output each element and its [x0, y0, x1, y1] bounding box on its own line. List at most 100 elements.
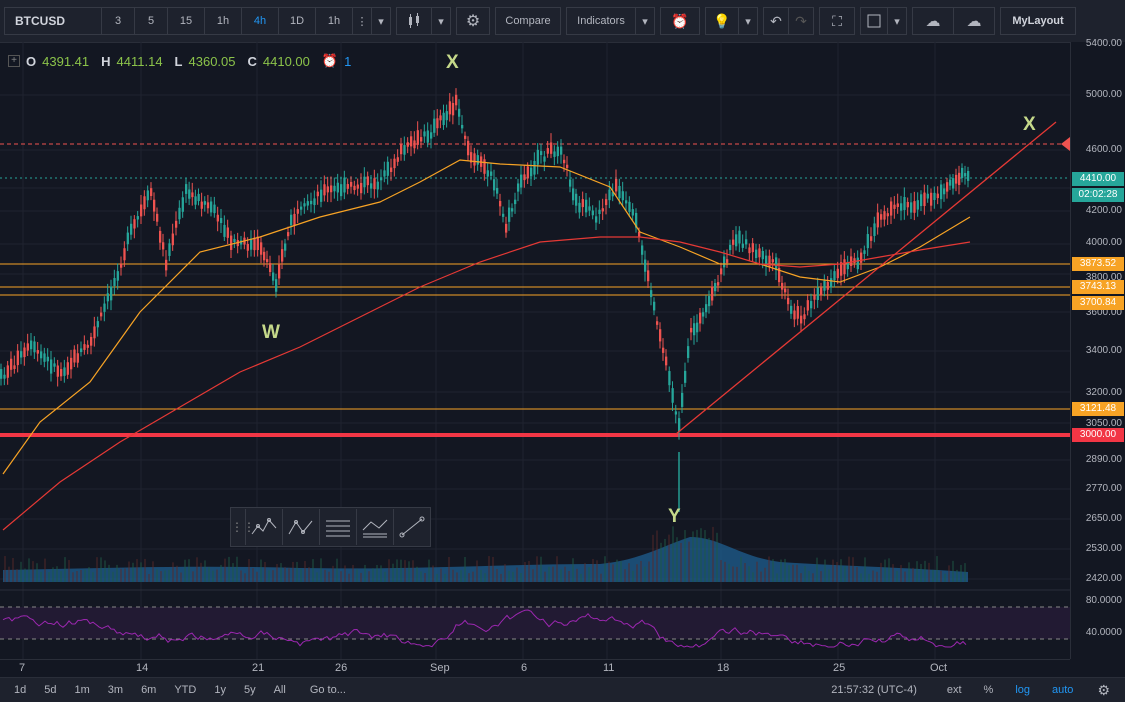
range-5y[interactable]: 5y [243, 684, 256, 696]
range-3m[interactable]: 3m [107, 684, 124, 696]
range-1m[interactable]: 1m [74, 684, 90, 696]
candle-body [958, 172, 961, 185]
price-axis[interactable]: 5400.00 5000.00 4600.00 4200.00 4000.00 … [1070, 38, 1125, 659]
interval-1h[interactable]: 1h [204, 7, 242, 35]
pattern-tool-icon[interactable] [356, 509, 393, 545]
wave-label-x-right[interactable]: X [1023, 114, 1036, 135]
interval-15m[interactable]: 15 [167, 7, 205, 35]
candle-body [306, 201, 309, 206]
candle-body [553, 151, 556, 157]
candle-body [53, 363, 56, 367]
candle-body [803, 314, 806, 320]
candle-body [540, 151, 543, 155]
wave-label-y[interactable]: Y [668, 506, 681, 527]
candle-body [353, 185, 356, 191]
candle-body [650, 290, 653, 298]
candle-body [508, 207, 511, 222]
candle-body [66, 362, 69, 375]
candle-body [796, 306, 799, 319]
candle-body [893, 204, 896, 209]
fullscreen-icon[interactable]: ⛶ [819, 7, 855, 35]
range-5d[interactable]: 5d [44, 684, 57, 696]
horizontal-lines-icon[interactable] [319, 509, 356, 545]
candle-body [269, 263, 272, 273]
goto-button[interactable]: Go to... [309, 684, 346, 696]
auto-toggle[interactable]: auto [1052, 684, 1074, 696]
alarm-icon[interactable]: ⏰ [321, 53, 339, 68]
candle-body [711, 286, 714, 301]
candle-body [133, 219, 136, 229]
settings-gear-icon[interactable]: ⚙ [1097, 681, 1110, 698]
price-chart[interactable] [0, 42, 1070, 659]
trendline-icon[interactable] [393, 509, 430, 545]
wave-label-x-top[interactable]: X [446, 52, 459, 73]
percent-toggle[interactable]: % [983, 684, 994, 696]
candle-body [436, 118, 439, 129]
candle-body [185, 184, 188, 194]
snapshot-icon[interactable] [860, 7, 888, 35]
candle-body [10, 358, 13, 370]
elliott-impulse-icon[interactable] [245, 509, 282, 545]
candle-body [458, 108, 461, 117]
cloud-upload-icon[interactable]: ☁ [953, 7, 995, 35]
high-value: 4411.14 [116, 53, 163, 69]
price-axis-label: 2420.00 [1085, 573, 1122, 584]
indicators-chevron-icon[interactable]: ▾ [635, 7, 655, 35]
lightbulb-icon[interactable]: 💡 [705, 7, 739, 35]
time-label: 18 [717, 662, 730, 674]
compare-button[interactable]: Compare [495, 7, 561, 35]
candle-body [76, 353, 79, 363]
candle-body [860, 252, 863, 263]
candle-body [73, 349, 76, 363]
interval-1d[interactable]: 1D [278, 7, 316, 35]
expand-legend-icon[interactable]: + [8, 55, 20, 67]
range-1y[interactable]: 1y [214, 684, 226, 696]
candle-body [340, 184, 343, 197]
candle-body [100, 312, 103, 317]
interval-more-icon[interactable]: ⋮ [352, 7, 372, 35]
log-toggle[interactable]: log [1015, 684, 1031, 696]
ext-toggle[interactable]: ext [946, 684, 962, 696]
range-6m[interactable]: 6m [141, 684, 157, 696]
interval-3m[interactable]: 3 [101, 7, 135, 35]
range-ytd[interactable]: YTD [174, 684, 197, 696]
interval-1h-alt[interactable]: 1h [315, 7, 353, 35]
chart-pane[interactable] [0, 42, 1070, 659]
interval-5m[interactable]: 5 [134, 7, 168, 35]
rsi-band [0, 607, 1070, 639]
candle-body [316, 191, 319, 197]
candle-body [605, 199, 608, 206]
wave-label-w[interactable]: W [262, 322, 280, 343]
candle-body [70, 357, 73, 370]
symbol-search[interactable]: BTCUSD [4, 7, 102, 35]
candle-body [536, 149, 539, 165]
candle-body [323, 184, 326, 196]
ideas-chevron-icon[interactable]: ▾ [738, 7, 758, 35]
interval-4h[interactable]: 4h [241, 7, 279, 35]
drag-handle-icon[interactable]: ⋮⋮ [231, 520, 255, 534]
candle-body [641, 245, 644, 255]
undo-icon[interactable]: ↶ [763, 7, 789, 35]
cloud-download-icon[interactable]: ☁ [912, 7, 954, 35]
indicators-button[interactable]: Indicators [566, 7, 636, 35]
time-axis[interactable]: 7 14 21 26 Sep 6 11 18 25 Oct [0, 659, 1070, 677]
candle-body [578, 202, 581, 213]
candle-body [758, 248, 761, 258]
alarm-clock-icon[interactable]: ⏰ [660, 7, 700, 35]
redo-icon[interactable]: ↷ [788, 7, 814, 35]
range-all[interactable]: All [273, 684, 286, 696]
price-axis-label: 3800.00 [1085, 272, 1122, 283]
layout-button[interactable]: MyLayout [1000, 7, 1076, 35]
snapshot-chevron-icon[interactable]: ▾ [887, 7, 907, 35]
candle-body [310, 200, 313, 205]
elliott-correction-icon[interactable] [282, 509, 319, 545]
price-axis-label: 4600.00 [1085, 144, 1122, 155]
chevron-down-icon[interactable]: ▾ [371, 7, 391, 35]
clock[interactable]: 21:57:32 (UTC-4) [831, 684, 917, 696]
chart-type-chevron-icon[interactable]: ▾ [431, 7, 451, 35]
ma-fast-line [2, 159, 971, 475]
range-1d[interactable]: 1d [14, 684, 27, 696]
candle-body [383, 170, 386, 177]
candles-icon[interactable] [396, 7, 432, 35]
gear-icon[interactable]: ⚙ [456, 7, 490, 35]
